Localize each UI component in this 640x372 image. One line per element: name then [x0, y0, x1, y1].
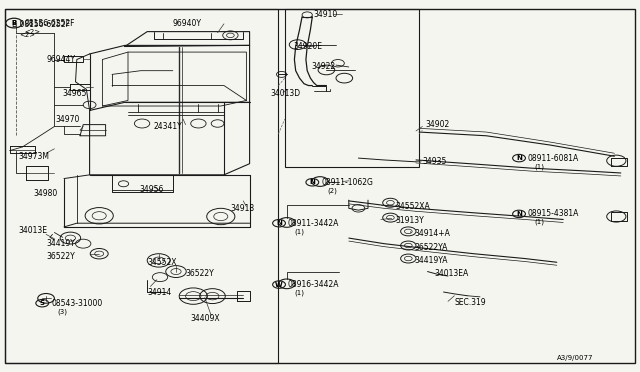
Text: (2): (2) [328, 187, 337, 194]
Text: (1): (1) [534, 163, 545, 170]
Bar [285, 9, 419, 167]
Text: B 08156-6252F: B 08156-6252F [12, 20, 70, 29]
Text: N: N [309, 179, 316, 185]
Text: 34973M: 34973M [18, 152, 49, 161]
Text: 34914: 34914 [147, 288, 172, 296]
Text: 08543-31000: 08543-31000 [51, 299, 102, 308]
Text: 34910: 34910 [314, 10, 338, 19]
Text: 36522YA: 36522YA [415, 243, 448, 251]
Text: 34956: 34956 [140, 185, 164, 194]
Text: 96940Y: 96940Y [173, 19, 202, 28]
Text: 34419YA: 34419YA [415, 256, 448, 265]
Text: 34914+A: 34914+A [415, 229, 451, 238]
Text: 08916-3442A: 08916-3442A [288, 280, 339, 289]
Text: SEC.319: SEC.319 [454, 298, 486, 307]
Text: 34013D: 34013D [270, 89, 300, 97]
Text: (1): (1) [294, 289, 305, 296]
Text: 34970: 34970 [56, 115, 80, 124]
Text: 34918: 34918 [230, 204, 255, 213]
Text: 08156-6252F: 08156-6252F [24, 19, 75, 28]
Text: 34922: 34922 [312, 62, 336, 71]
Text: 34552XA: 34552XA [396, 202, 430, 211]
Text: N: N [276, 220, 282, 226]
Text: 24341Y: 24341Y [154, 122, 182, 131]
Text: 34013EA: 34013EA [434, 269, 468, 278]
Text: S: S [40, 300, 45, 306]
Text: 34419Y: 34419Y [47, 239, 76, 248]
Text: 96944Y: 96944Y [47, 55, 76, 64]
Text: 34935: 34935 [422, 157, 447, 166]
Text: 08915-4381A: 08915-4381A [528, 209, 579, 218]
Text: B: B [12, 20, 17, 26]
Text: 36522Y: 36522Y [186, 269, 214, 278]
Text: 34552X: 34552X [147, 258, 177, 267]
Text: 34980: 34980 [33, 189, 58, 198]
Text: N: N [516, 155, 522, 161]
Text: (1): (1) [534, 219, 545, 225]
Text: 34920E: 34920E [293, 42, 322, 51]
Text: W: W [275, 282, 283, 288]
Text: <2>: <2> [19, 32, 35, 38]
Text: 34013E: 34013E [18, 226, 47, 235]
Text: 34965: 34965 [63, 89, 87, 97]
Text: 08911-6081A: 08911-6081A [528, 154, 579, 163]
Text: (3): (3) [58, 308, 68, 315]
Text: (1): (1) [294, 228, 305, 235]
Text: <2>: <2> [24, 29, 40, 35]
Text: 08911-1062G: 08911-1062G [321, 178, 373, 187]
Text: 31913Y: 31913Y [396, 216, 424, 225]
Text: 34902: 34902 [426, 120, 450, 129]
Text: A3/9/0077: A3/9/0077 [557, 355, 593, 361]
Text: 08911-3442A: 08911-3442A [288, 219, 339, 228]
Text: N: N [516, 211, 522, 217]
Bar [5, 9, 278, 363]
Text: 34409X: 34409X [191, 314, 220, 323]
Text: 36522Y: 36522Y [47, 252, 76, 261]
